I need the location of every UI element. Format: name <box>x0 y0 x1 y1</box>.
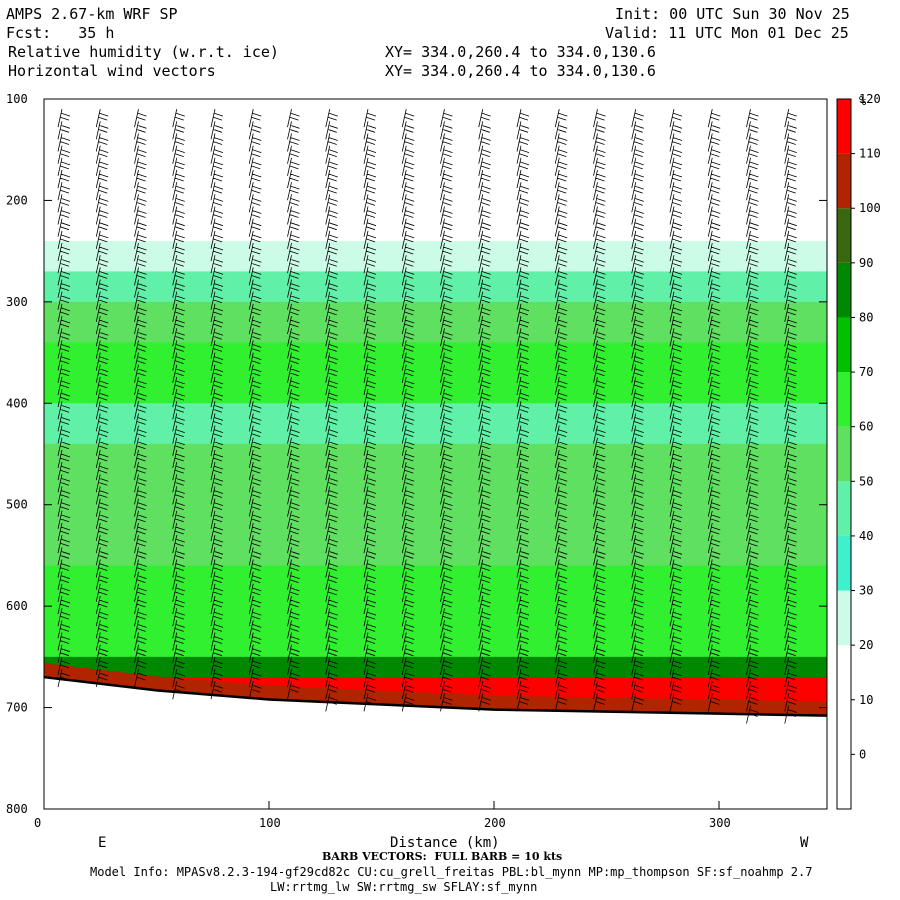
colorbar-swatch <box>837 372 851 427</box>
barb-column <box>478 109 491 712</box>
barb-column <box>784 109 797 724</box>
barb-column <box>746 109 759 724</box>
barb-column <box>401 109 415 712</box>
colorbar-label: 80 <box>859 310 873 324</box>
colorbar-swatch <box>837 208 851 263</box>
field-label-wind: Horizontal wind vectors <box>8 62 216 80</box>
x-axis-label: Distance (km) <box>390 835 500 851</box>
barb-column <box>707 109 721 712</box>
rh-band <box>44 200 827 242</box>
y-tick-label: 600 <box>6 599 28 613</box>
barb-column <box>210 109 224 700</box>
colorbar-swatch <box>837 262 851 318</box>
barb-column <box>95 109 109 688</box>
colorbar-label: 10 <box>859 693 873 707</box>
y-tick-label: 200 <box>6 193 28 207</box>
barb-column <box>440 109 453 712</box>
y-tick-label: 100 <box>6 92 28 106</box>
wind-barbs <box>57 109 797 724</box>
x-left-label: E <box>98 835 106 851</box>
y-tick-label: 400 <box>6 396 28 410</box>
colorbar-label: 40 <box>859 529 873 543</box>
barb-column <box>325 109 338 712</box>
rh-band <box>44 241 827 273</box>
barb-column <box>172 109 185 700</box>
rh-band <box>44 301 827 344</box>
x-tick-label: 200 <box>484 816 506 830</box>
init-time: Init: 00 UTC Sun 30 Nov 25 <box>615 5 850 23</box>
colorbar-swatch <box>837 481 851 536</box>
barb-column <box>669 109 683 712</box>
xy-range-2: XY= 334.0,260.4 to 334.0,130.6 <box>385 62 656 80</box>
x-tick-label: 0 <box>34 816 41 830</box>
model-info: Model Info: MPASv8.2.3-194-gf29cd82c CU:… <box>90 865 813 879</box>
barb-column <box>248 109 262 700</box>
x-right-label: W <box>800 835 809 851</box>
surface-moist-layer <box>44 663 827 716</box>
barb-column <box>554 109 568 712</box>
rh-band <box>44 99 827 202</box>
barb-column <box>287 109 300 700</box>
axes: 100 200 300 400 500 600 700 800 0 100 200 300 <box>6 92 827 830</box>
colorbar-swatch <box>837 590 851 646</box>
valid-time: Valid: 11 UTC Mon 01 Dec 25 <box>605 24 849 42</box>
barb-column <box>516 109 530 712</box>
colorbar-swatch <box>837 699 851 755</box>
colorbar-swatch <box>837 153 851 209</box>
x-tick-label: 300 <box>709 816 731 830</box>
colorbar-label: 110 <box>859 147 881 161</box>
plot-frame <box>43 98 828 810</box>
colorbar-label: 60 <box>859 420 873 434</box>
model-title: AMPS 2.67-km WRF SP <box>6 5 178 23</box>
y-tick-label: 500 <box>6 498 28 512</box>
barb-column <box>57 109 71 688</box>
colorbar-swatch <box>837 426 851 482</box>
barb-column <box>134 109 147 688</box>
field-label-rh: Relative humidity (w.r.t. ice) <box>8 43 279 61</box>
colorbar-unit: % <box>859 94 867 108</box>
colorbar-label: 100 <box>859 201 881 215</box>
colorbar-swatch <box>837 754 851 809</box>
rh-band <box>44 656 827 679</box>
terrain-line <box>44 675 827 717</box>
below-terrain <box>44 677 827 809</box>
barb-column <box>593 109 606 712</box>
colorbar: 10 20 30 40 50 60 70 80 90 100 110 120 0% <box>836 92 881 810</box>
y-tick-label: 300 <box>6 295 28 309</box>
colorbar-label: 50 <box>859 474 873 488</box>
colorbar-label: 120 <box>859 92 881 106</box>
y-tick-label: 800 <box>6 802 28 816</box>
colorbar-label: 0 <box>859 747 866 761</box>
colorbar-label: 90 <box>859 256 873 270</box>
colorbar-label: 70 <box>859 365 873 379</box>
barb-column <box>631 109 644 712</box>
xy-range-1: XY= 334.0,260.4 to 334.0,130.6 <box>385 43 656 61</box>
model-info-2: LW:rrtmg_lw SW:rrtmg_sw SFLAY:sf_mynn <box>270 880 538 894</box>
colorbar-swatch <box>837 99 851 154</box>
y-tick-label: 700 <box>6 701 28 715</box>
colorbar-swatch <box>837 535 851 591</box>
barb-legend: BARB VECTORS: FULL BARB = 10 kts <box>322 850 563 863</box>
colorbar-swatch <box>837 317 851 373</box>
x-tick-label: 100 <box>259 816 281 830</box>
colorbar-label: 30 <box>859 584 873 598</box>
colorbar-swatch <box>837 645 851 700</box>
barb-column <box>363 109 377 712</box>
colorbar-label: 20 <box>859 638 873 652</box>
forecast-hour: Fcst: 35 h <box>6 24 115 42</box>
rh-band <box>44 271 827 303</box>
